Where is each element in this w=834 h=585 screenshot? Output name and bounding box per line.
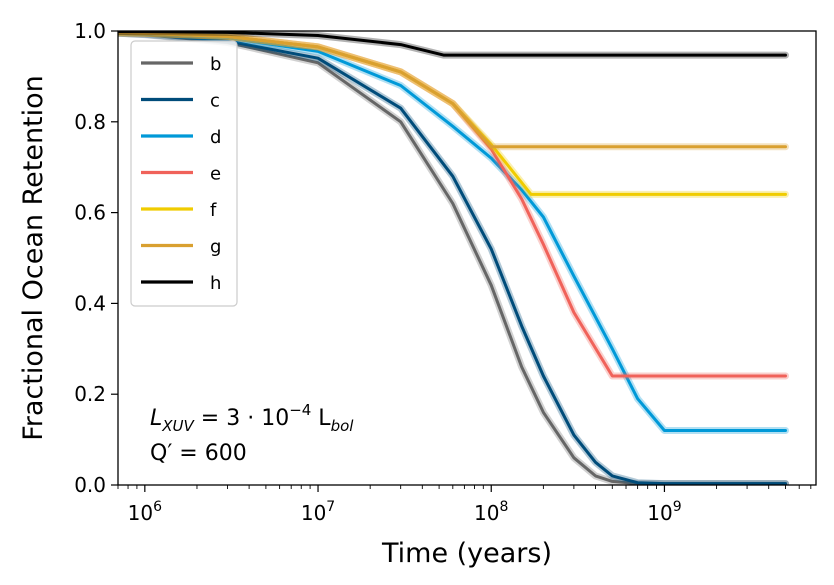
legend-label-g: g	[210, 237, 221, 258]
x-tick-label: 106	[128, 499, 162, 525]
y-tick-label: 0.4	[74, 291, 106, 315]
legend-label-c: c	[210, 91, 220, 112]
annotation-lxuv: LXUV = 3 · 10−4 Lbol	[150, 401, 354, 435]
legend-label-f: f	[210, 200, 217, 221]
plot-area	[118, 31, 789, 485]
plot-frame	[117, 30, 817, 486]
y-axis: 0.0 0.2 0.4 0.6 0.8 1.0	[74, 19, 118, 497]
x-tick-label: 107	[301, 499, 335, 525]
x-axis-label: Time (years)	[381, 538, 552, 569]
legend-label-b: b	[210, 54, 221, 75]
series-line-b	[118, 31, 787, 485]
legend-label-h: h	[210, 273, 221, 294]
x-tick-label: 109	[647, 499, 681, 525]
y-axis-label: Fractional Ocean Retention	[18, 75, 49, 441]
y-tick-label: 0.6	[74, 201, 106, 225]
y-tick-label: 0.8	[74, 110, 106, 134]
y-tick-label: 1.0	[74, 19, 106, 43]
series-line-c	[118, 31, 787, 485]
y-tick-label: 0.2	[74, 382, 106, 406]
y-tick-label: 0.0	[74, 473, 106, 497]
x-tick-label: 108	[474, 499, 508, 525]
legend-label-d: d	[210, 127, 221, 148]
x-axis: 106 107 108 109	[117, 485, 812, 525]
legend-label-e: e	[210, 164, 221, 185]
series-line-g	[118, 31, 787, 149]
annotation-q: Q′ = 600	[150, 441, 247, 466]
